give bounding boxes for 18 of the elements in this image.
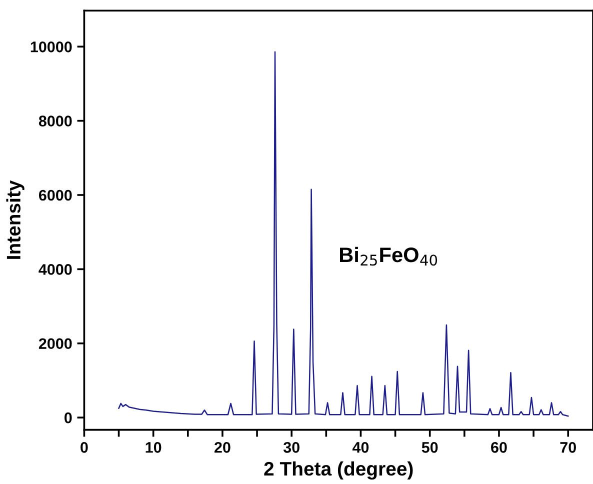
y-tick-label: 10000 <box>30 41 72 52</box>
x-tick-label: 20 <box>214 442 230 453</box>
x-tick-label: 50 <box>422 442 438 453</box>
line-series <box>118 51 569 417</box>
y-tick-label: 8000 <box>38 116 72 126</box>
x-tick-label: 40 <box>352 442 369 453</box>
y-tick-label: 4000 <box>38 264 72 275</box>
x-tick-label: 60 <box>491 442 507 453</box>
x-axis-title: 2 Theta (degree) <box>264 461 413 480</box>
y-tick-label: 2000 <box>38 338 72 350</box>
x-tick-label: 30 <box>283 442 300 453</box>
annotation: Bi$_{25}$FeO$_{40}$ <box>340 246 438 266</box>
x-tick-label: 70 <box>560 442 576 453</box>
y-tick-label: 0 <box>64 412 72 424</box>
x-tick-label: 10 <box>146 442 162 453</box>
x-tick-label: 0 <box>80 442 88 453</box>
y-tick-label: 6000 <box>38 190 72 201</box>
y-axis-title: Intensity <box>6 180 24 259</box>
